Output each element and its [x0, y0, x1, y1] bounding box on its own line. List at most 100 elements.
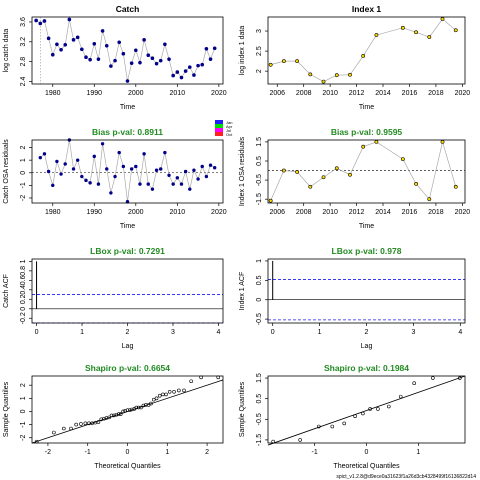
data-point — [138, 60, 142, 65]
data-point — [112, 413, 116, 418]
y-tick-label: -2 — [20, 435, 27, 441]
y-tick-label: 2.5 — [256, 46, 263, 56]
legend-label: Oct — [226, 132, 233, 137]
data-point — [134, 48, 138, 53]
x-tick-label: 3 — [171, 329, 175, 336]
data-point — [69, 426, 73, 431]
legend-label: Jul — [226, 128, 231, 133]
x-tick-label: 2000 — [128, 209, 144, 216]
data-point — [92, 41, 97, 46]
data-point — [167, 57, 171, 61]
legend-swatch — [215, 132, 223, 136]
panel-indexacf: LBox p-val: 0.978 Lag Index 1 ACF 0 1 2 3 4 -0.5… — [239, 246, 466, 350]
data-point — [121, 409, 125, 414]
y-tick-label: -1 — [20, 421, 27, 427]
x-axis-label: Lag — [361, 343, 373, 350]
y-axis-label: Catch ACF — [3, 274, 10, 308]
panel-title: Shapiro p-val: 0.1984 — [324, 363, 409, 373]
data-point — [374, 140, 379, 144]
data-point — [149, 401, 153, 406]
x-tick-label: 1 — [165, 449, 169, 456]
data-point — [46, 36, 51, 41]
series-line — [35, 19, 216, 82]
data-point — [361, 411, 365, 416]
data-point — [334, 73, 339, 78]
data-point — [63, 42, 68, 47]
data-point — [208, 57, 213, 61]
data-point — [38, 21, 43, 26]
y-tick-label: 0 — [20, 171, 27, 175]
x-tick-label: 2018 — [428, 90, 444, 97]
data-point — [376, 407, 380, 411]
data-point — [163, 150, 167, 155]
panel-catchres: Bias p-val: 0.8911 Time Catch OSA residual… — [3, 127, 227, 230]
x-tick-label: 1980 — [45, 90, 61, 97]
data-point — [188, 187, 192, 191]
x-tick-label: 2018 — [428, 209, 444, 216]
data-point — [361, 144, 366, 149]
x-tick-label: 2 — [205, 449, 209, 456]
data-point — [105, 167, 109, 171]
data-point — [348, 72, 352, 77]
plot-frame — [267, 375, 466, 444]
data-point — [171, 73, 175, 78]
data-point — [59, 47, 63, 52]
data-point — [146, 53, 151, 58]
y-tick-label: 1 — [20, 396, 27, 400]
y-tick-label: 1.5 — [256, 137, 263, 147]
legend-label: Apr — [226, 124, 233, 129]
x-tick-label: 2006 — [269, 90, 285, 97]
y-tick-label: 2 — [20, 383, 27, 387]
y-axis-label: log catch data — [3, 29, 10, 73]
y-axis-label: Index 1 OSA residuals — [239, 136, 246, 206]
data-point — [150, 187, 155, 191]
legend-swatch — [215, 128, 223, 132]
data-point — [63, 162, 67, 166]
y-tick-label: 1 — [256, 259, 263, 263]
data-point — [200, 62, 205, 67]
x-tick-label: 1 — [318, 329, 322, 336]
data-point — [75, 158, 80, 162]
x-axis-label: Time — [359, 223, 374, 230]
data-point — [116, 412, 121, 416]
y-tick-label: -0.5 — [256, 174, 263, 186]
y-tick-label: 3.2 — [20, 37, 27, 47]
data-point — [374, 33, 379, 37]
data-point — [93, 420, 98, 425]
x-tick-label: 0 — [35, 329, 39, 336]
data-point — [159, 167, 163, 171]
data-point — [142, 152, 146, 156]
data-point — [427, 197, 432, 202]
data-point — [161, 392, 165, 397]
x-tick-label: 2010 — [170, 209, 186, 216]
data-point — [117, 40, 121, 45]
y-tick-label: 0.5 — [256, 156, 263, 166]
y-tick-label: 0.6 — [20, 275, 27, 285]
y-axis-label: Catch OSA residuals — [3, 139, 10, 204]
x-tick-label: 2020 — [455, 90, 471, 97]
legend-swatch — [215, 120, 223, 124]
y-axis-label: Index 1 ACF — [239, 272, 246, 311]
x-tick-label: 2012 — [349, 90, 365, 97]
data-point — [138, 182, 142, 186]
data-point — [348, 172, 352, 177]
y-tick-label: -2 — [20, 195, 27, 201]
data-point — [52, 430, 56, 435]
data-point — [154, 168, 159, 172]
y-tick-label: 0.2 — [20, 294, 27, 304]
data-point — [151, 397, 156, 402]
data-point — [158, 58, 163, 63]
x-tick-label: 1990 — [86, 90, 102, 97]
data-point — [321, 175, 326, 180]
qq-line — [267, 375, 466, 446]
data-point — [71, 38, 76, 42]
x-tick-label: 2008 — [296, 209, 312, 216]
data-point — [42, 152, 47, 156]
series-line — [40, 139, 215, 202]
x-tick-label: 1 — [80, 329, 84, 336]
x-tick-label: 4 — [458, 329, 462, 336]
x-tick-label: 1 — [416, 449, 420, 456]
data-point — [100, 142, 105, 146]
data-point — [308, 184, 313, 189]
panel-indexres: Bias p-val: 0.9595 Time Index 1 OSA residu… — [239, 127, 470, 230]
